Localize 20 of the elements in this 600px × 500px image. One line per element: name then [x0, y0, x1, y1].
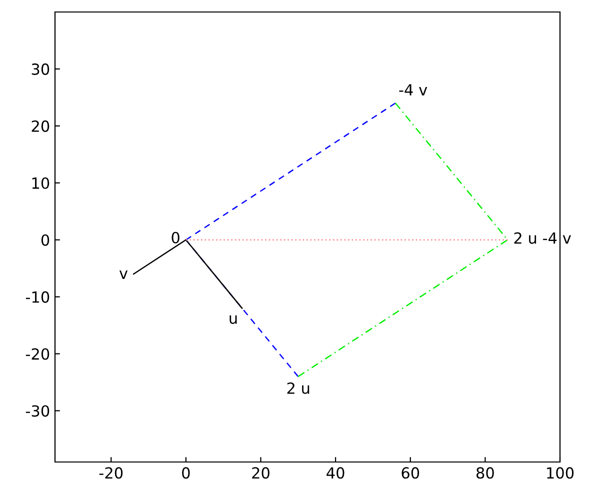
- y-tick-label: -10: [26, 291, 50, 303]
- x-tick-label: 100: [547, 467, 574, 479]
- x-tick-label: -20: [99, 467, 123, 479]
- y-tick-label: 10: [32, 177, 50, 189]
- x-tick-label: 80: [476, 467, 494, 479]
- annotation: v: [119, 270, 128, 279]
- annotation: 2 u: [287, 382, 310, 394]
- x-tick-label: 40: [326, 467, 344, 479]
- annotation: 2 u -4 v: [514, 232, 571, 244]
- annotation: -4 v: [399, 84, 428, 96]
- x-tick-label: 0: [182, 467, 190, 479]
- y-tick-label: -20: [26, 348, 50, 360]
- y-tick-label: 30: [32, 63, 50, 75]
- annotation: 0: [172, 232, 180, 244]
- annotation: u: [230, 315, 237, 324]
- x-tick-label: 20: [252, 467, 270, 479]
- y-tick-label: 0: [41, 234, 50, 246]
- y-tick-label: 20: [32, 120, 50, 132]
- x-tick-label: 60: [402, 467, 420, 479]
- y-tick-label: -30: [26, 405, 50, 417]
